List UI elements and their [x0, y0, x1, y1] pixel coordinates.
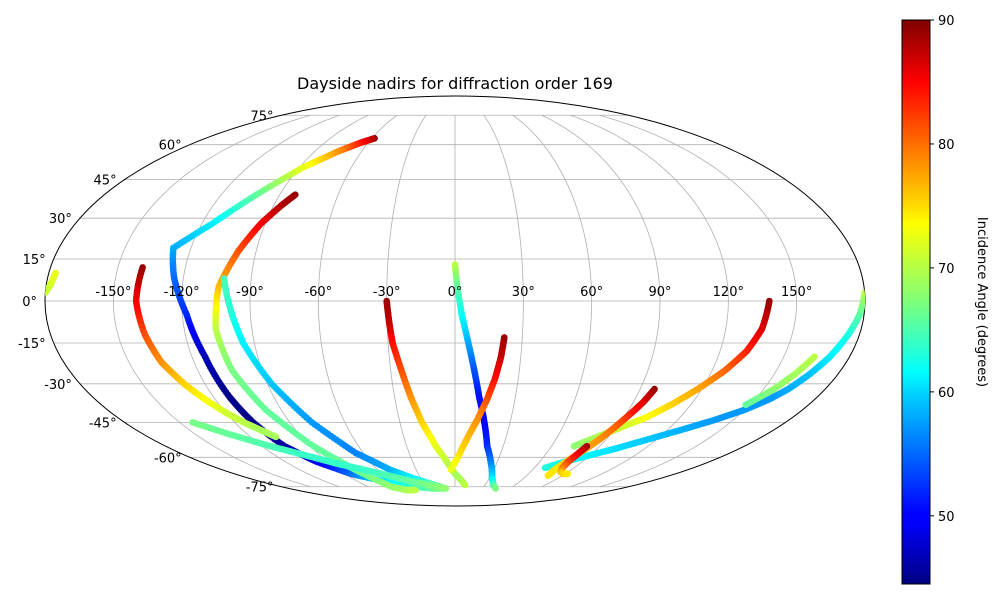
data-point [492, 485, 499, 492]
data-point [447, 466, 455, 474]
latitude-tick-label: -75° [246, 481, 274, 496]
latitude-tick-labels: -75° -60° -45° -30° -15° 0° 15° 30° 45° 60° 75° [18, 109, 274, 495]
meridian-line [512, 114, 593, 488]
meridian-line [112, 114, 311, 488]
latitude-tick-label: 30° [49, 212, 72, 227]
longitude-tick-label: 0° [448, 285, 463, 300]
latitude-tick-label: -45° [89, 416, 117, 431]
latitude-tick-label: -30° [44, 378, 72, 393]
data-point [52, 269, 59, 277]
colorbar-tick-label: 50 [938, 510, 955, 525]
longitude-tick-label: 90° [648, 285, 671, 300]
longitude-tick-label: 60° [580, 285, 603, 300]
meridian-line [317, 114, 398, 488]
meridian-line [599, 114, 798, 488]
longitude-tick-label: -30° [373, 285, 401, 300]
colorbar [901, 19, 931, 585]
longitude-tick-label: 150° [781, 285, 812, 300]
meridian-line [483, 115, 524, 487]
colorbar-ticks: 50 60 70 80 90 [930, 14, 955, 525]
data-point [541, 464, 549, 472]
data-point [461, 481, 469, 489]
longitude-tick-label: -150° [95, 285, 131, 300]
latitude-tick-label: 60° [159, 139, 182, 154]
data-point [544, 472, 552, 480]
longitude-tick-labels: -150° -120° -90° -60° -30° 0° 30° 60° 90° 120° 150… [95, 285, 812, 300]
longitude-tick-label: 30° [512, 285, 535, 300]
data-point [412, 486, 419, 494]
data-point [564, 470, 571, 478]
longitude-tick-label: -90° [236, 285, 264, 300]
chart-title: Dayside nadirs for diffraction order 169 [297, 74, 613, 93]
data-point [742, 401, 750, 409]
data-point [272, 433, 280, 441]
graticule-grid [45, 114, 865, 488]
latitude-tick-label: 45° [94, 174, 117, 189]
latitude-tick-label: -60° [154, 451, 182, 466]
longitude-tick-label: 120° [713, 285, 744, 300]
latitude-tick-label: -15° [18, 337, 46, 352]
longitude-tick-label: -120° [164, 285, 200, 300]
data-point [570, 442, 578, 450]
colorbar-tick-label: 70 [938, 262, 955, 277]
longitude-tick-label: -60° [304, 285, 332, 300]
latitude-tick-label: 75° [250, 109, 273, 124]
latitude-tick-label: 15° [23, 253, 46, 268]
data-point [442, 485, 450, 492]
colorbar-tick-label: 80 [938, 138, 955, 153]
data-points [45, 135, 865, 494]
colorbar-tick-label: 90 [938, 14, 955, 29]
latitude-tick-label: 0° [22, 295, 37, 310]
colorbar-tick-label: 60 [938, 386, 955, 401]
colorbar-label: Incidence Angle (degrees) [974, 217, 989, 387]
